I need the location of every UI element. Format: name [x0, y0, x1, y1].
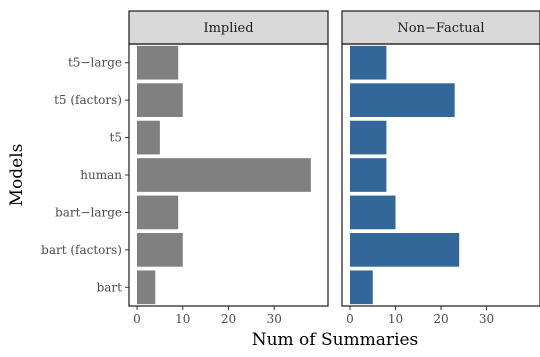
- bar-1-2: [137, 233, 183, 267]
- bar-2-1: [350, 270, 373, 305]
- bar-2-5: [350, 120, 387, 155]
- y-tick-label: bart: [97, 280, 123, 294]
- y-tick-label: t5 (factors): [54, 93, 122, 107]
- panels-layer: Implied 0 10 20 30 Non−Factual 0 10 20 30: [128, 10, 540, 326]
- panel-title: Implied: [203, 21, 253, 36]
- x-tick-label: 10: [388, 312, 403, 326]
- y-tick-label: t5−large: [68, 56, 122, 70]
- x-tick-label: 30: [479, 312, 494, 326]
- panel-2: Non−Factual 0 10 20 30: [341, 10, 540, 326]
- x-tick-label: 10: [175, 312, 190, 326]
- bar-1-7: [137, 45, 179, 80]
- x-tick-label: 30: [267, 312, 282, 326]
- y-axis-title: Models: [7, 144, 27, 207]
- y-tick-label: bart−large: [55, 205, 122, 219]
- bar-1-5: [137, 120, 160, 155]
- bar-2-7: [350, 45, 387, 80]
- bar-1-3: [137, 195, 179, 230]
- bar-1-4: [137, 158, 311, 192]
- y-tick-label: bart (factors): [41, 243, 122, 257]
- x-tick-label: 0: [133, 312, 141, 326]
- panel-1: Implied 0 10 20 30: [128, 10, 329, 326]
- bar-2-4: [350, 158, 387, 192]
- panel-strip: [128, 10, 329, 45]
- bar-2-2: [350, 233, 460, 267]
- panel-title: Non−Factual: [397, 21, 484, 36]
- y-tick-label: t5: [110, 131, 122, 145]
- bar-2-6: [350, 83, 455, 117]
- y-axis: bart bart (factors) bart−large human t5 t5 (f…: [41, 56, 129, 294]
- x-tick-label: 20: [221, 312, 236, 326]
- y-tick-label: human: [80, 168, 122, 182]
- x-tick-label: 20: [433, 312, 448, 326]
- bar-2-3: [350, 195, 396, 230]
- x-axis-title: Num of Summaries: [252, 330, 419, 350]
- x-tick-label: 0: [346, 312, 354, 326]
- bar-1-1: [137, 270, 156, 305]
- bar-1-6: [137, 83, 183, 117]
